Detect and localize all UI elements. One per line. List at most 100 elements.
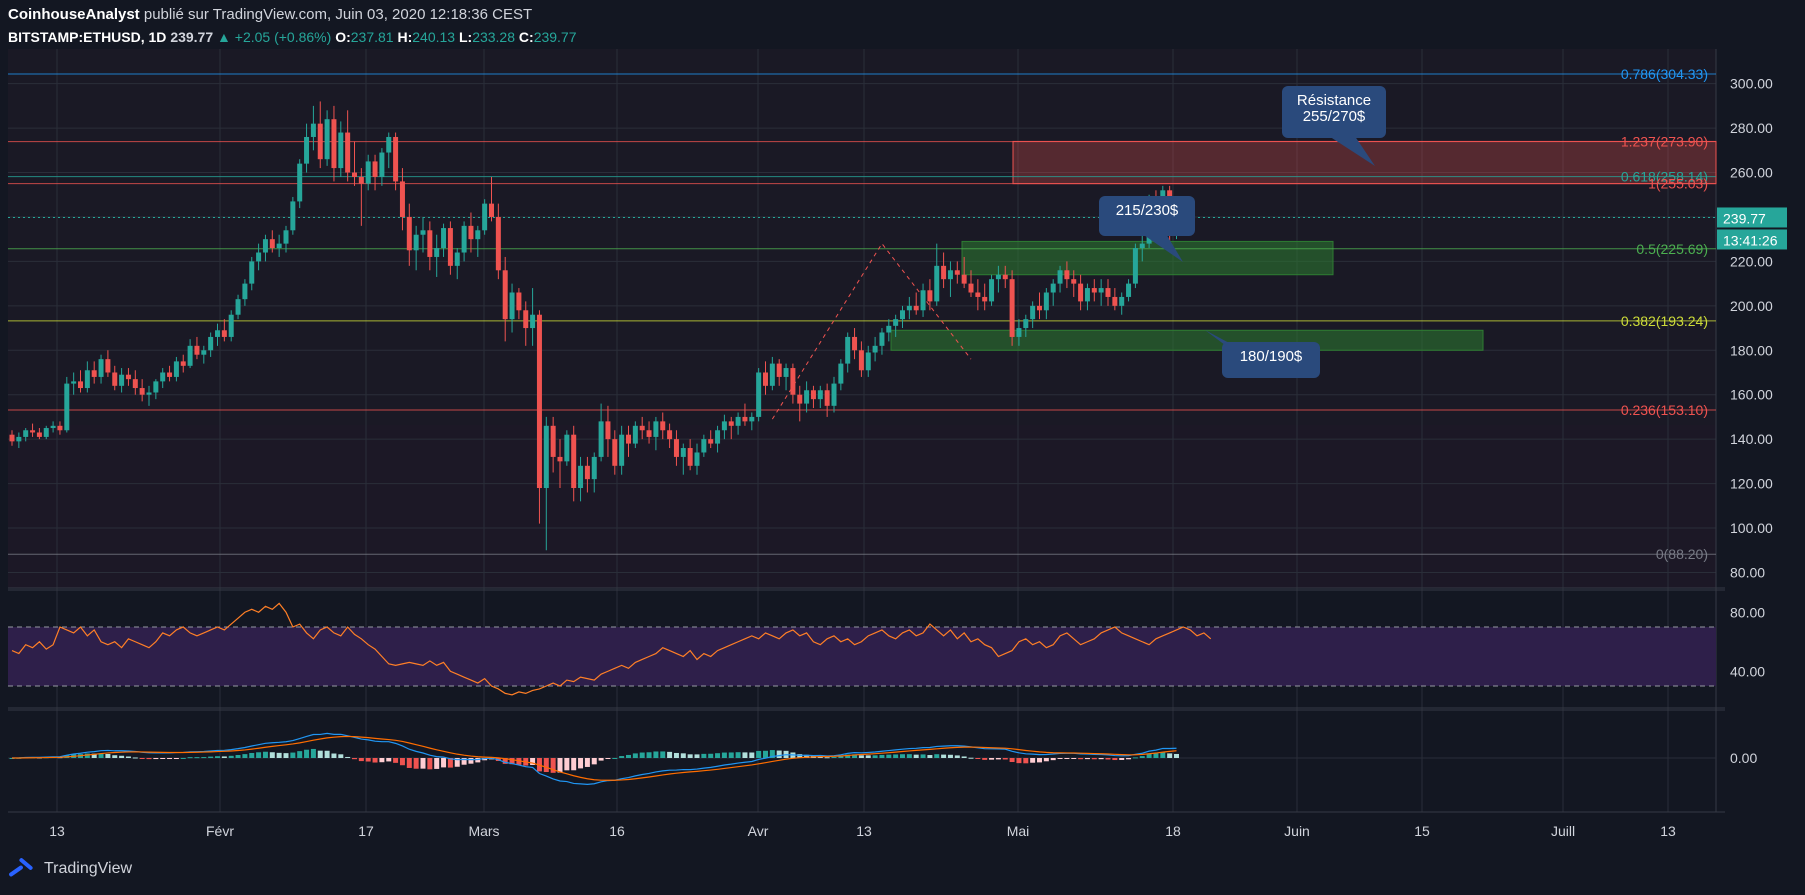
candle-body [1009, 279, 1015, 337]
candle-body [968, 283, 974, 293]
lower-pane-tint [8, 425, 1716, 588]
price-tick-label: 140.00 [1730, 431, 1773, 447]
candle-body [893, 319, 899, 326]
macd-histogram-bar [804, 754, 810, 758]
candle-body [947, 270, 953, 280]
macd-histogram-bar [571, 758, 577, 771]
macd-histogram-bar [345, 756, 351, 758]
candle-body [550, 425, 556, 457]
macd-histogram-bar [1146, 753, 1152, 758]
countdown-tag [1717, 229, 1787, 250]
candle-body [269, 239, 275, 249]
candle-body [790, 368, 796, 395]
macd-histogram-bar [324, 750, 330, 758]
candle-body [667, 430, 673, 440]
macd-histogram-bar [598, 758, 604, 761]
macd-histogram-bar [434, 758, 440, 769]
macd-histogram-bar [934, 754, 940, 758]
close-label: C: [518, 29, 534, 45]
candle-body [283, 230, 289, 244]
macd-histogram-bar [1009, 758, 1015, 762]
macd-histogram-bar [626, 754, 631, 758]
candle-body [626, 434, 631, 444]
candle-body [173, 361, 179, 377]
candle-body [673, 439, 679, 457]
support-callout-215-230-text: 215/230$ [1116, 202, 1179, 219]
candle-body [317, 123, 323, 160]
candle-body [9, 434, 15, 442]
candle-body [708, 439, 714, 444]
candle-body [290, 201, 296, 231]
macd-histogram-bar [886, 754, 892, 758]
fib-level-label: 0.786(304.33) [1621, 66, 1708, 82]
macd-histogram-bar [386, 758, 392, 762]
candle-body [146, 392, 152, 395]
candle-body [180, 361, 186, 366]
price-tick-label: 100.00 [1730, 520, 1773, 536]
candle-body [975, 292, 981, 297]
candle-body [1098, 288, 1104, 293]
time-tick-label: 17 [358, 823, 374, 839]
candle-body [132, 379, 138, 389]
candle-body [749, 416, 755, 422]
zone-support-180-190 [890, 329, 1484, 351]
candle-body [98, 359, 104, 377]
candle-body [1132, 248, 1138, 284]
macd-histogram-bar [427, 758, 433, 770]
candle-body [1112, 296, 1118, 306]
tradingview-footer[interactable]: TradingView [8, 860, 132, 878]
candle-body [1043, 292, 1049, 311]
macd-histogram-bar [372, 758, 378, 763]
candle-body [1091, 288, 1097, 293]
candle-body [680, 448, 686, 457]
support-callout-215-230 [1099, 196, 1195, 236]
candle-body [954, 270, 960, 275]
macd-histogram-bar [584, 758, 590, 767]
time-tick-label: 16 [609, 823, 625, 839]
candle-body [345, 132, 351, 173]
candle-body [831, 383, 837, 406]
candle-body [1037, 305, 1042, 311]
candle-body [201, 350, 207, 355]
macd-histogram-bar [1037, 758, 1042, 763]
macd-histogram-bar [256, 752, 262, 758]
candle-body [194, 345, 200, 355]
macd-histogram-bar [763, 750, 768, 758]
candle-body [160, 372, 166, 382]
low-label: L: [458, 29, 473, 45]
macd-histogram-bar [249, 752, 255, 758]
macd-histogram-bar [756, 750, 762, 758]
candle-body [879, 332, 885, 346]
candle-body [489, 203, 494, 217]
macd-histogram-bar [317, 750, 323, 758]
macd-histogram-bar [201, 757, 207, 759]
candle-body [36, 432, 42, 437]
last-price: 239.77 [170, 29, 214, 45]
price-tick-label: 120.00 [1730, 476, 1773, 492]
price-tick-label: 180.00 [1730, 342, 1773, 358]
macd-histogram-bar [920, 754, 926, 758]
candle-body [105, 359, 111, 373]
zone-resistance [1012, 140, 1717, 185]
macd-histogram-bar [262, 751, 268, 758]
support-callout-180-190 [1222, 342, 1320, 378]
time-tick-label: 13 [49, 823, 65, 839]
candle-body [1057, 270, 1063, 284]
candle-body [276, 243, 282, 249]
publish-text: publié sur TradingView.com, Juin 03, 202… [139, 6, 533, 23]
support-callout-180-190-text: 180/190$ [1240, 348, 1303, 365]
symbol-label[interactable]: BITSTAMP:ETHUSD, 1D [8, 29, 167, 45]
candle-body [139, 388, 145, 395]
macd-histogram-bar [728, 752, 734, 758]
macd-histogram-bar [167, 758, 173, 759]
macd-histogram-bar [639, 752, 645, 758]
macd-histogram-bar [393, 758, 399, 763]
macd-histogram-bar [708, 753, 714, 758]
resistance-callout-text: 255/270$ [1303, 108, 1366, 125]
macd-histogram-bar [304, 749, 310, 758]
candle-body [256, 252, 262, 262]
macd-histogram-bar [1084, 758, 1090, 760]
candle-body [379, 152, 385, 177]
candle-body [242, 283, 248, 300]
